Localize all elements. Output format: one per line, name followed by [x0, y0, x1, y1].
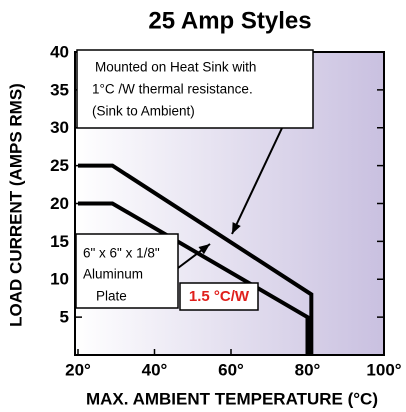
annotation-text: (Sink to Ambient) [92, 104, 195, 119]
x-tick-label: 20° [65, 360, 91, 379]
annotation-box [76, 49, 314, 129]
annotation-text: 1°C /W thermal resistance. [92, 82, 253, 97]
arrow [231, 127, 283, 235]
y-tick-label: 10 [50, 270, 69, 289]
annotation-box [179, 282, 259, 311]
chart-title: 25 Amp Styles [148, 7, 311, 34]
annotation-text: 6" x 6" x 1/8" [83, 246, 160, 261]
y-tick-label: 5 [60, 308, 69, 327]
y-tick-label: 40 [50, 42, 69, 61]
annotation-text: Aluminum [83, 267, 143, 282]
line [78, 163, 314, 355]
arrow-head [232, 222, 241, 234]
y-tick-label: 30 [50, 118, 69, 137]
x-tick-label: 100° [366, 360, 401, 379]
annotation-box [75, 233, 179, 309]
arrow-head [198, 244, 210, 255]
annotation-text: Mounted on Heat Sink with [95, 60, 256, 75]
annotation-text: Plate [96, 289, 127, 304]
y-tick-label: 35 [50, 80, 69, 99]
y-tick-label: 20 [50, 194, 69, 213]
annotation-text: 1.5 °C/W [189, 288, 250, 305]
y-axis-label: LOAD CURRENT (AMPS RMS) [6, 83, 25, 327]
y-tick-label: 15 [50, 232, 69, 251]
y-tick-label: 25 [50, 156, 69, 175]
x-tick-label: 80° [295, 360, 321, 379]
x-tick-label: 40° [142, 360, 168, 379]
line [78, 201, 310, 355]
x-axis-label: MAX. AMBIENT TEMPERATURE (°C) [86, 389, 378, 408]
x-tick-label: 60° [218, 360, 244, 379]
